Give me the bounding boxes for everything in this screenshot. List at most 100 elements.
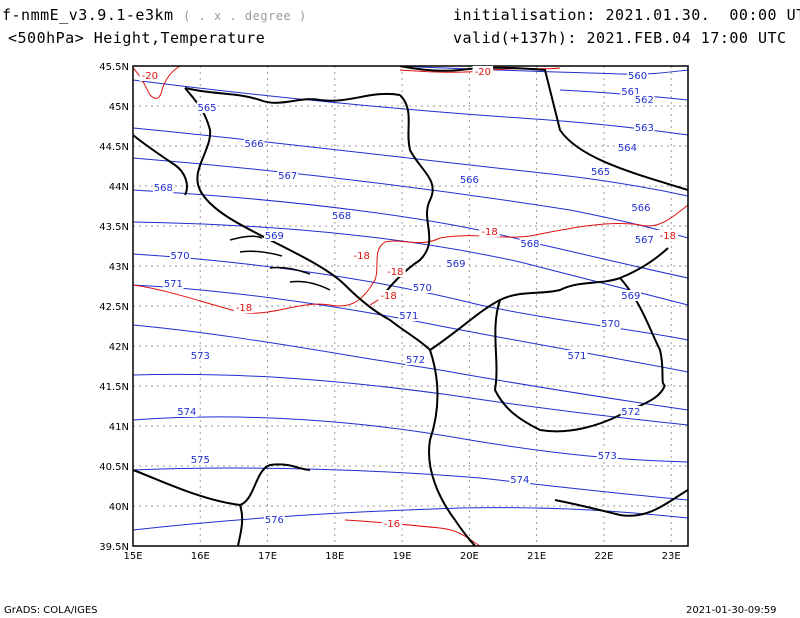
height-contour-label-bg	[398, 310, 420, 321]
init-label: initialisation:	[453, 6, 596, 24]
height-contour-label-bg	[620, 406, 642, 417]
height-contour-label-bg	[169, 250, 191, 261]
height-contour-label: 561	[621, 87, 640, 98]
height-contour-label-bg	[633, 94, 655, 105]
lat-tick-label: 42N	[109, 342, 129, 353]
init-value: 2021.01.30. 00:00 UTC	[605, 6, 800, 24]
lat-tick-label: 45N	[109, 102, 129, 113]
temperature-contour-label: -18	[354, 251, 370, 262]
temperature-contour-label-bg	[479, 226, 500, 237]
height-contour-label: 573	[191, 351, 210, 362]
lon-tick-label: 19E	[393, 551, 412, 562]
height-contour-label-bg	[196, 102, 218, 113]
height-contour-label-bg	[243, 138, 265, 149]
height-contour-label: 567	[635, 235, 654, 246]
coastline	[237, 504, 244, 546]
height-contour-label-bg	[617, 142, 638, 153]
temperature-contour-label-bg	[233, 302, 255, 313]
height-contour-label-bg	[163, 278, 184, 289]
lon-tick-label: 21E	[527, 551, 546, 562]
height-contour-label-bg	[566, 350, 588, 361]
lat-tick-label: 42.5N	[99, 302, 129, 313]
coastline	[554, 489, 688, 517]
height-contour-label: 572	[406, 355, 425, 366]
height-contour-label-bg	[630, 202, 652, 213]
coastline	[184, 87, 431, 351]
footer-right: 2021-01-30-09:59	[686, 605, 777, 616]
lat-tick-label: 41N	[109, 422, 129, 433]
temperature-contour-label-bg	[657, 230, 679, 241]
footer-left: GrADS: COLA/IGES	[4, 605, 98, 616]
lat-tick-label: 45.5N	[99, 62, 129, 73]
valid-value: 2021.FEB.04 17:00 UTC	[586, 29, 787, 47]
valid-time: valid(+137h): 2021.FEB.04 17:00 UTC	[453, 29, 787, 47]
height-contour-label: 565	[197, 103, 216, 114]
height-contour-label-bg	[620, 86, 642, 97]
temperature-contour-label-bg	[351, 250, 373, 261]
lon-tick-label: 18E	[325, 551, 344, 562]
height-contour-label-bg	[331, 210, 352, 221]
temperature-contour-label: -16	[384, 519, 400, 530]
height-contour-label: 568	[520, 239, 539, 250]
height-contour-line	[133, 221, 688, 306]
level-title: <500hPa> Height,Temperature	[8, 29, 266, 47]
height-contour-label: 566	[460, 175, 479, 186]
height-contour-label-bg	[152, 182, 174, 193]
height-contour-label-bg	[620, 290, 642, 301]
temp-contour-line	[344, 519, 481, 546]
height-contour-label-bg	[263, 230, 285, 241]
height-contour-line	[133, 189, 688, 279]
border	[428, 349, 476, 546]
model-title: f-nmmE_v3.9.1-e3km ( . x . degree )	[2, 6, 307, 24]
temperature-contour-label-bg	[378, 290, 399, 301]
border	[429, 247, 669, 351]
height-contour-label-bg	[445, 258, 467, 269]
coastline	[133, 463, 311, 507]
height-contour-label: 574	[510, 475, 529, 486]
height-contour-label: 574	[177, 407, 196, 418]
height-contour-label: 576	[265, 515, 284, 526]
height-contour-label-bg	[176, 406, 198, 417]
height-contour-label-bg	[633, 234, 655, 245]
lat-tick-label: 39.5N	[99, 542, 129, 553]
lat-tick-label: 44N	[109, 182, 129, 193]
height-contour-label-bg	[519, 238, 541, 249]
border	[184, 87, 401, 104]
lat-tick-label: 40.5N	[99, 462, 129, 473]
height-contour-label-bg	[277, 170, 299, 181]
lat-tick-label: 41.5N	[99, 382, 129, 393]
height-contour-line	[133, 253, 688, 341]
height-contour-label: 571	[164, 279, 183, 290]
temperature-contour-label: -18	[481, 227, 497, 238]
lat-tick-label: 44.5N	[99, 142, 129, 153]
height-contour-label-bg	[596, 450, 618, 461]
height-contour-line	[133, 507, 688, 531]
height-contour-label: 562	[635, 95, 654, 106]
height-contour-label: 565	[591, 167, 610, 178]
height-contour-label: 569	[265, 231, 284, 242]
height-contour-label-bg	[263, 514, 285, 525]
height-contour-label: 569	[446, 259, 465, 270]
lat-tick-label: 43N	[109, 262, 129, 273]
graticule	[133, 66, 688, 546]
height-contour-label-bg	[411, 282, 433, 293]
height-contour-label: 571	[399, 311, 418, 322]
height-contour-line	[133, 467, 688, 501]
lon-tick-label: 23E	[662, 551, 681, 562]
temperature-contour-label: -18	[387, 267, 403, 278]
height-contour-label-bg	[633, 122, 655, 133]
island	[269, 266, 311, 275]
height-contour-label-bg	[627, 70, 648, 81]
height-contour-label-bg	[189, 350, 211, 361]
lon-tick-label: 17E	[258, 551, 277, 562]
height-contour-label-bg	[509, 474, 531, 485]
temperature-contour-label: -18	[236, 303, 252, 314]
valid-label: valid(+137h):	[453, 29, 577, 47]
height-contour-label: 566	[245, 139, 264, 150]
islands	[229, 235, 331, 291]
temperature-contour-label: -18	[660, 231, 676, 242]
height-contour-label: 570	[601, 319, 620, 330]
height-contour-labels: 565 566 567 568 568 569 570 571 573 574 575 576 566 5…	[152, 70, 655, 526]
model-units: ( . x . degree )	[183, 9, 307, 23]
